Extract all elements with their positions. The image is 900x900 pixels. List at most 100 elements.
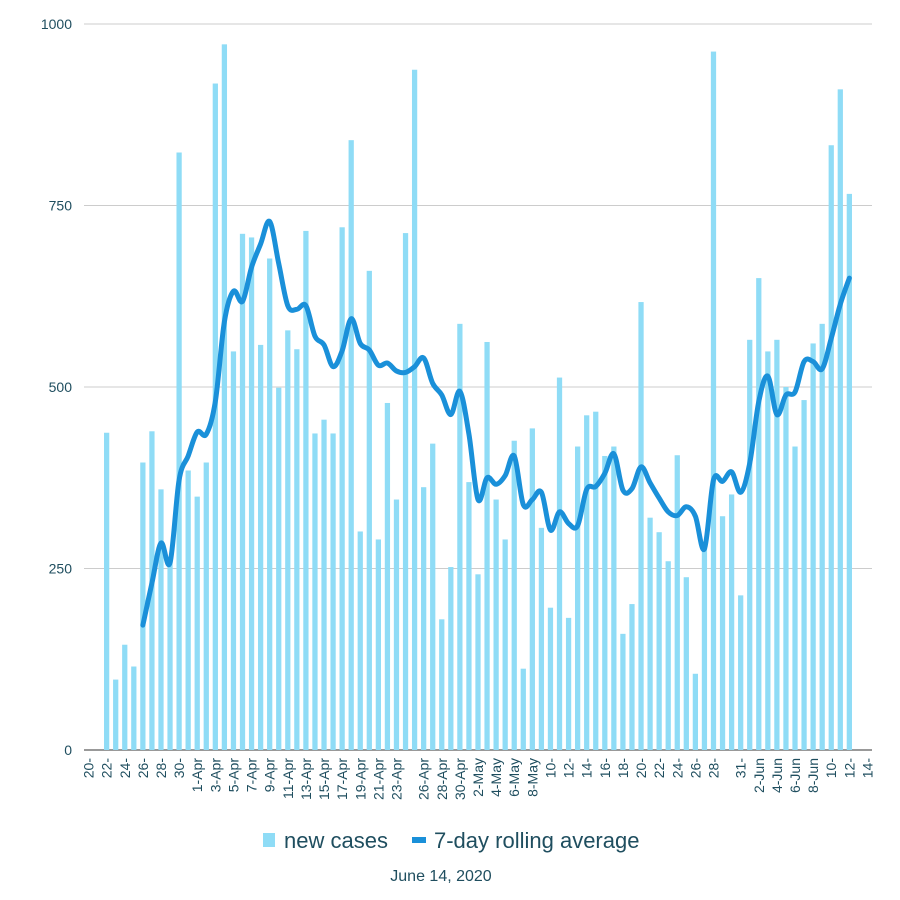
x-tick-label: 21-Apr xyxy=(370,758,386,800)
bar-new-cases xyxy=(511,440,517,750)
bar-new-cases xyxy=(430,443,436,750)
bar-new-cases xyxy=(348,140,354,750)
bar-new-cases xyxy=(339,227,345,750)
bar-new-cases xyxy=(837,89,843,751)
bar-new-cases xyxy=(303,230,309,750)
bar-new-cases xyxy=(466,482,472,750)
x-tick-label: 4-Jun xyxy=(769,758,785,793)
x-tick-label: 24- xyxy=(669,758,685,779)
x-tick-label: 10- xyxy=(542,758,558,779)
bar-new-cases xyxy=(457,323,463,750)
bar-new-cases xyxy=(357,531,363,750)
bar-new-cases xyxy=(185,470,191,750)
bar-new-cases xyxy=(194,496,200,750)
bar-new-cases xyxy=(538,527,545,750)
legend-swatch-rolling-average xyxy=(412,837,426,843)
x-tick-label: 26-Apr xyxy=(416,758,432,800)
legend-label-new-cases: new cases xyxy=(284,828,388,853)
line-series-rolling-average xyxy=(140,218,852,628)
bar-new-cases xyxy=(756,278,762,750)
y-axis: 0 250 500 750 1000 xyxy=(41,16,72,758)
bar-new-cases xyxy=(502,539,508,750)
x-tick-label: 15-Apr xyxy=(316,758,332,800)
bar-new-cases xyxy=(375,539,381,750)
bar-series-new-cases xyxy=(104,44,852,751)
bar-new-cases xyxy=(602,455,608,750)
x-tick-label: 26- xyxy=(687,758,703,779)
legend: new cases 7-day rolling average xyxy=(263,828,639,853)
bar-new-cases xyxy=(584,415,590,750)
bar-new-cases xyxy=(565,617,572,750)
x-tick-label: 5-Apr xyxy=(225,758,241,793)
bar-new-cases xyxy=(212,83,218,751)
bar-new-cases xyxy=(747,339,753,750)
bar-new-cases xyxy=(674,455,680,750)
bar-new-cases xyxy=(113,679,119,750)
bar-new-cases xyxy=(158,489,164,750)
bar-new-cases xyxy=(439,619,445,750)
bar-new-cases xyxy=(629,604,635,750)
bar-new-cases xyxy=(611,446,617,750)
legend-swatch-new-cases xyxy=(263,833,275,847)
bar-new-cases xyxy=(683,577,689,750)
bar-new-cases xyxy=(221,44,228,750)
x-tick-label: 6-May xyxy=(506,758,522,797)
bar-new-cases xyxy=(801,400,807,750)
bar-new-cases xyxy=(140,462,146,750)
x-tick-label: 17-Apr xyxy=(334,758,350,800)
x-tick-label: 16- xyxy=(597,758,613,779)
bar-new-cases xyxy=(475,574,481,750)
x-tick-label: 6-Jun xyxy=(787,758,803,793)
bar-new-cases xyxy=(765,351,771,750)
bar-new-cases xyxy=(692,673,699,750)
x-tick-label: 30- xyxy=(171,758,187,779)
x-tick-label: 13-Apr xyxy=(298,758,314,800)
bar-new-cases xyxy=(792,446,798,750)
bar-new-cases xyxy=(710,51,717,750)
x-axis: 20- 22- 24- 26- 28- 30- 1-Apr 3-Apr 5-Apr 7-Apr 9-… xyxy=(81,758,876,800)
bar-new-cases xyxy=(556,377,563,750)
x-tick-label: 1-Apr xyxy=(189,758,205,793)
bar-new-cases xyxy=(819,323,825,750)
bar-new-cases xyxy=(276,387,282,750)
x-tick-label: 8-May xyxy=(524,758,540,797)
bar-new-cases xyxy=(738,595,744,750)
x-tick-label: 23-Apr xyxy=(388,758,404,800)
bar-new-cases xyxy=(620,633,626,750)
bar-new-cases xyxy=(248,237,255,751)
bar-new-cases xyxy=(593,411,599,750)
x-tick-label: 20- xyxy=(81,758,97,779)
bar-new-cases xyxy=(393,499,400,750)
bar-new-cases xyxy=(421,487,427,750)
bar-new-cases xyxy=(104,432,110,750)
bar-new-cases xyxy=(774,339,780,750)
x-tick-label: 28-Apr xyxy=(434,758,450,800)
rolling-average-line xyxy=(140,218,852,628)
x-tick-label: 20- xyxy=(633,758,649,779)
x-tick-label: 28- xyxy=(705,758,721,779)
bar-new-cases xyxy=(638,302,644,750)
bar-new-cases xyxy=(176,152,182,750)
bar-new-cases xyxy=(728,494,735,750)
y-tick-label: 500 xyxy=(49,379,73,395)
bar-new-cases xyxy=(321,419,327,750)
bar-new-cases xyxy=(656,532,662,750)
bar-new-cases xyxy=(267,258,273,750)
x-tick-label: 22- xyxy=(99,758,115,779)
x-tick-label: 22- xyxy=(651,758,667,779)
x-tick-label: 18- xyxy=(615,758,631,779)
bar-new-cases xyxy=(257,344,264,750)
y-tick-label: 750 xyxy=(49,198,73,214)
bar-new-cases xyxy=(330,433,336,750)
x-tick-label: 11-Apr xyxy=(280,758,296,799)
bar-new-cases xyxy=(122,644,128,750)
x-tick-label: 2-May xyxy=(470,758,486,797)
bar-new-cases xyxy=(810,343,816,750)
x-tick-label: 12- xyxy=(561,758,577,779)
legend-label-rolling-average: 7-day rolling average xyxy=(434,828,639,853)
bar-new-cases xyxy=(529,428,535,750)
x-tick-label: 24- xyxy=(117,758,133,779)
bar-new-cases xyxy=(547,607,554,750)
x-tick-label: 2-Jun xyxy=(751,758,767,793)
y-tick-label: 1000 xyxy=(41,16,72,32)
